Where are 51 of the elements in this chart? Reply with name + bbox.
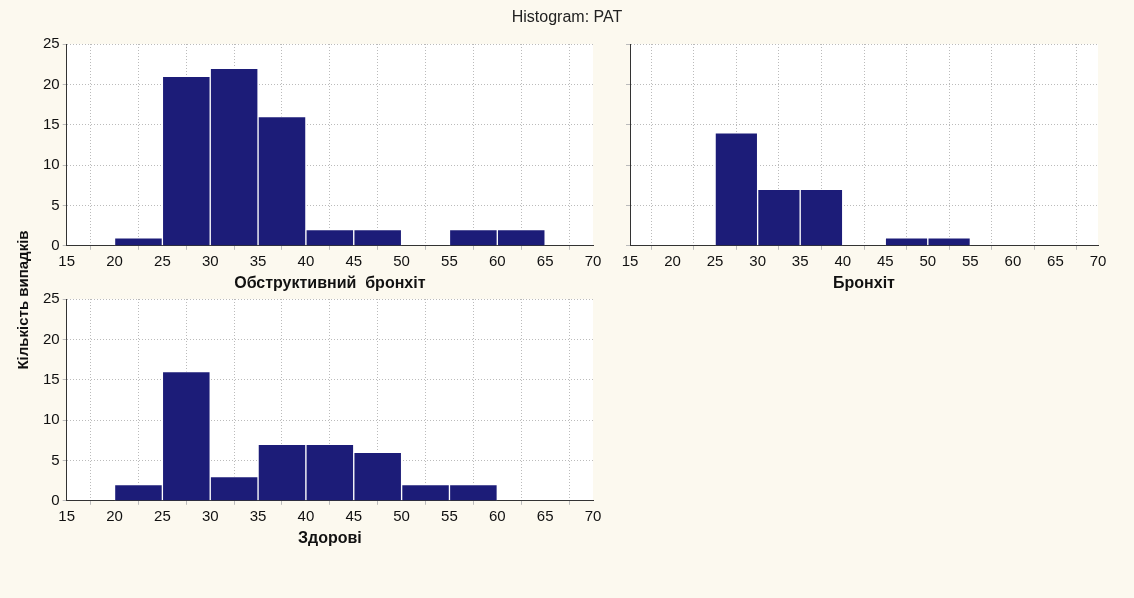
x-tick-label: 55 [441,506,458,524]
x-tick-label: 20 [106,251,123,269]
x-tick-label: 45 [345,506,363,524]
y-tick-label: 0 [51,490,60,508]
x-tick-label: 60 [488,251,506,269]
x-tick-label: 60 [1004,251,1022,269]
x-tick-label: 60 [488,506,506,524]
x-tick-label: 70 [1089,251,1107,269]
x-tick-label: 20 [664,251,681,269]
y-tick-label: 25 [43,289,60,307]
x-tick-label: 50 [393,251,410,269]
x-tick-label: 45 [876,251,894,269]
y-tick-label: 5 [51,195,60,213]
x-tick-label: 65 [536,251,554,269]
x-tick-label: 35 [791,251,809,269]
x-tick-label: 25 [706,251,724,269]
x-tick-label: 50 [393,506,410,524]
x-tick-label: 30 [749,251,766,269]
y-tick-label: 0 [51,235,60,253]
x-tick-label: 35 [249,251,267,269]
x-tick-label: 45 [345,251,363,269]
y-tick-label: 20 [43,329,60,347]
x-axis-title: Бронхіт [833,273,896,291]
x-tick-label: 50 [919,251,937,269]
x-tick-label: 35 [249,506,267,524]
x-tick-label: 25 [154,251,171,269]
x-tick-label: 40 [834,251,852,269]
y-tick-label: 15 [43,114,60,132]
x-tick-label: 55 [441,251,458,269]
y-tick-label: 10 [43,410,60,428]
x-tick-label: 40 [297,251,315,269]
y-tick-label: 25 [43,34,60,52]
x-tick-label: 65 [536,506,554,524]
x-tick-label: 30 [201,506,219,524]
y-tick-label: 10 [43,155,60,173]
x-tick-label: 30 [201,251,219,269]
x-axis-title: Обструктивний бронхіт [234,273,426,291]
x-tick-label: 40 [297,506,315,524]
y-tick-label: 15 [43,369,60,387]
y-tick-label: 5 [51,450,60,468]
x-tick-label: 70 [584,506,602,524]
x-tick-label: 70 [584,251,602,269]
x-tick-label: 65 [1047,251,1064,269]
x-tick-label: 15 [621,251,639,269]
y-tick-label: 20 [43,74,60,92]
x-tick-label: 25 [154,506,171,524]
x-tick-label: 55 [962,251,979,269]
x-tick-label: 20 [106,506,123,524]
x-axis-title: Здорові [297,528,362,546]
y-axis-title: Кількість випадків [13,230,31,370]
chart-title: Histogram: PAT [510,8,624,26]
